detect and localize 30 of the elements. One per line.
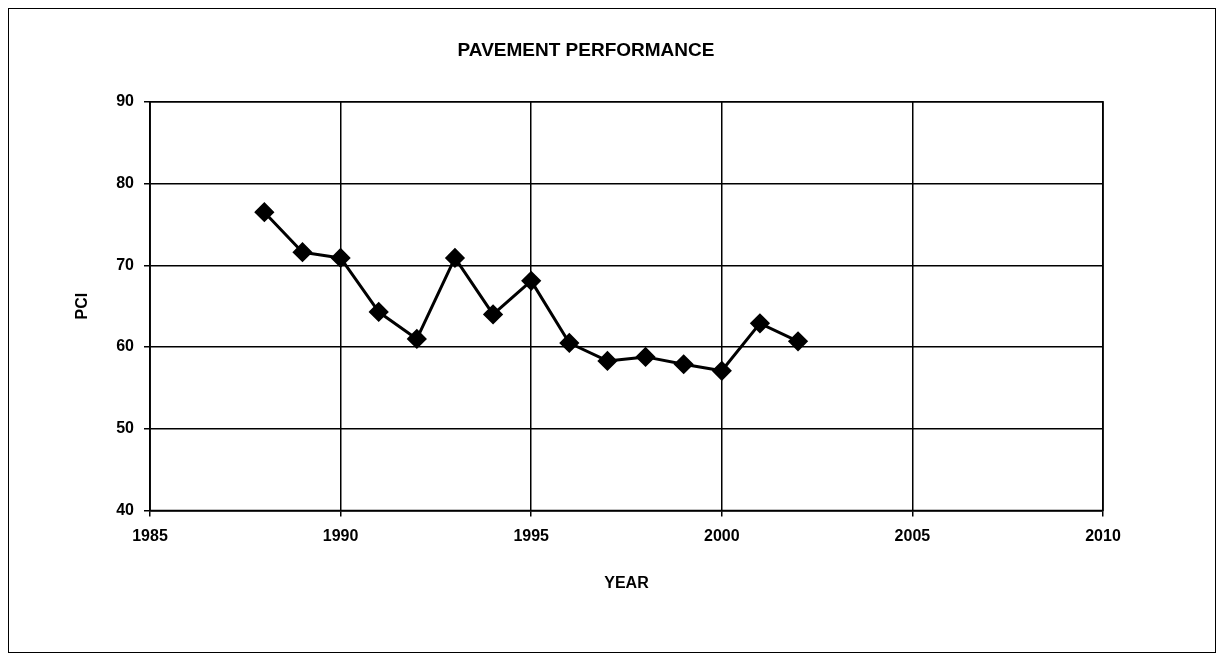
point	[712, 361, 732, 381]
chart-title: PAVEMENT PERFORMANCE	[457, 38, 715, 60]
y-axis-title: PCI	[73, 292, 91, 320]
y-tick-label: 70	[116, 255, 135, 273]
y-tick-label: 60	[116, 337, 135, 355]
point	[292, 242, 312, 262]
point	[636, 347, 656, 367]
point	[788, 331, 808, 351]
x-axis-title: YEAR	[604, 573, 650, 591]
y-tick-label: 40	[116, 501, 135, 519]
x-tick-label: 2000	[704, 526, 740, 544]
y-tick-label: 50	[116, 419, 135, 437]
point	[559, 333, 579, 353]
point	[331, 248, 351, 268]
point	[521, 271, 541, 291]
x-tick-label: 1990	[322, 526, 359, 544]
x-tick-label: 1995	[513, 526, 550, 544]
x-tick-label: 2005	[894, 526, 931, 544]
x-tick-label: 1985	[132, 526, 168, 544]
point	[254, 202, 274, 222]
point	[597, 351, 617, 371]
x-tick-label: 2010	[1085, 526, 1121, 544]
y-tick-label: 80	[116, 173, 135, 191]
point	[483, 304, 503, 324]
point	[674, 354, 694, 374]
y-tick-label: 90	[116, 92, 135, 110]
point	[750, 313, 770, 333]
point	[445, 248, 465, 268]
point	[369, 302, 389, 322]
point	[407, 329, 427, 349]
